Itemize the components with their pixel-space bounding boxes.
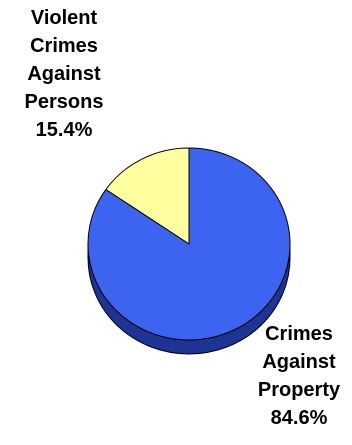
- label-value: 15.4%: [35, 119, 93, 141]
- label-line: Against: [27, 63, 101, 85]
- label-value: 84.6%: [270, 407, 328, 429]
- label-line: Persons: [24, 91, 104, 113]
- label-line: Crimes: [265, 323, 333, 345]
- pie-slice-property: [87, 147, 291, 341]
- label-line: Crimes: [30, 35, 98, 57]
- label-line: Violent: [30, 7, 98, 29]
- label-line: Against: [262, 351, 336, 373]
- label-line: Property: [257, 379, 341, 401]
- data-label-violent-crimes: Violent Crimes Against Persons 15.4%: [0, 4, 128, 144]
- pie-slice-violent: [105, 147, 190, 245]
- data-label-property-crimes: Crimes Against Property 84.6%: [246, 320, 352, 432]
